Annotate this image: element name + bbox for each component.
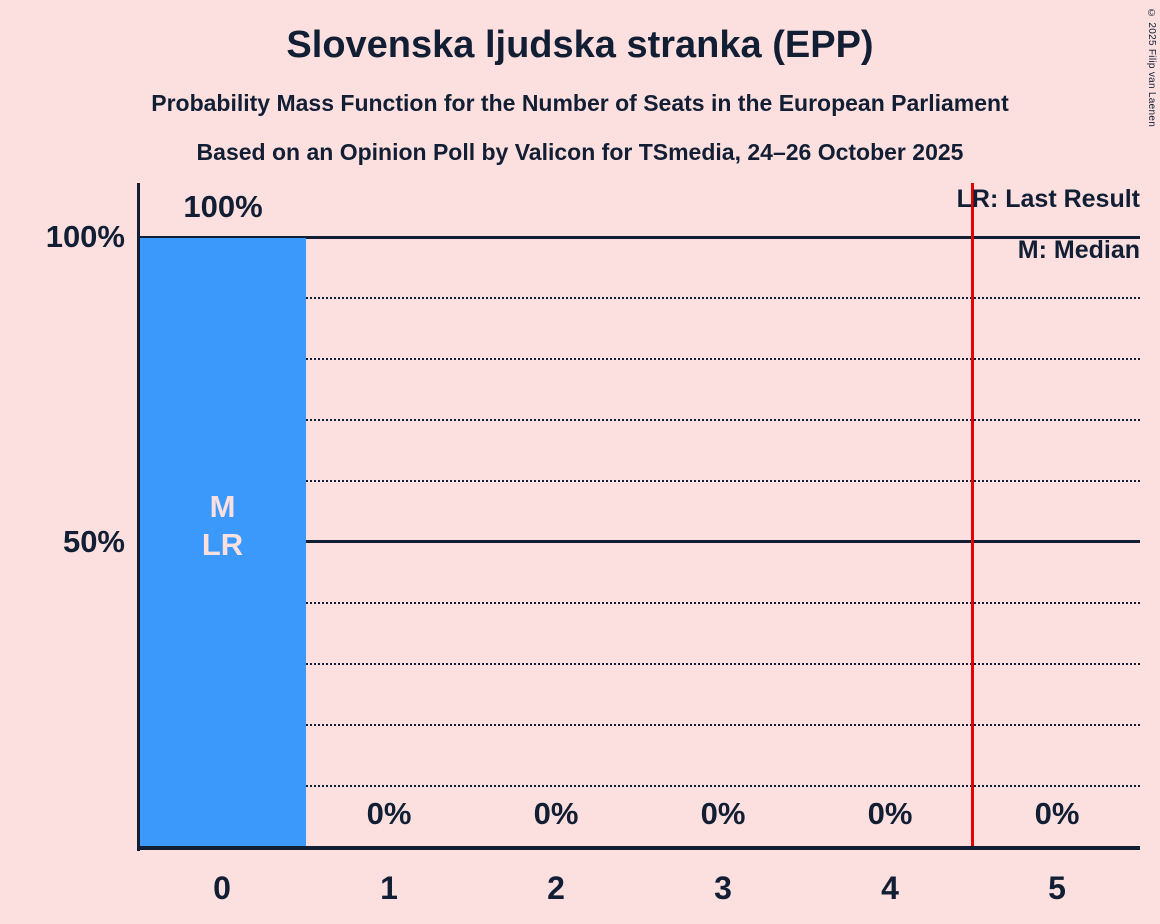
value-label-0-seats: 100% — [183, 189, 263, 224]
gridline-30pct — [139, 663, 1140, 665]
value-label-1-seat: 0% — [366, 796, 412, 831]
value-label-2-seats: 0% — [533, 796, 579, 831]
x-tick-3: 3 — [714, 870, 732, 906]
legend-last-result: LR: Last Result — [956, 185, 1140, 213]
x-tick-0: 0 — [213, 870, 231, 906]
y-axis-line — [137, 183, 140, 851]
gridline-80pct — [139, 358, 1140, 360]
probability-bar-0-seats — [139, 238, 306, 846]
gridline-60pct — [139, 480, 1140, 482]
y-tick-100pct: 100% — [45, 219, 125, 254]
x-tick-5: 5 — [1048, 870, 1066, 906]
value-label-5-seats: 0% — [1034, 796, 1080, 831]
gridline-40pct — [139, 602, 1140, 604]
gridline-50pct — [139, 540, 1140, 543]
copyright-note: © 2025 Filip van Laenen — [1146, 8, 1157, 128]
chart-subtitle: Probability Mass Function for the Number… — [151, 90, 1009, 116]
value-label-4-seats: 0% — [867, 796, 913, 831]
gridline-90pct — [139, 297, 1140, 299]
chart-title: Slovenska ljudska stranka (EPP) — [286, 24, 874, 66]
poll-source-line: Based on an Opinion Poll by Valicon for … — [196, 139, 964, 165]
gridline-100pct — [139, 236, 1140, 239]
y-tick-50pct: 50% — [62, 524, 125, 559]
gridline-10pct — [139, 785, 1140, 787]
majority-threshold-line — [971, 183, 974, 846]
gridline-70pct — [139, 419, 1140, 421]
gridline-20pct — [139, 724, 1140, 726]
x-tick-4: 4 — [881, 870, 899, 906]
x-axis-line — [137, 846, 1140, 850]
x-tick-2: 2 — [547, 870, 565, 906]
x-tick-1: 1 — [380, 870, 398, 906]
median-marker-label: M — [209, 489, 236, 524]
value-label-3-seats: 0% — [700, 796, 746, 831]
last-result-marker-label: LR — [201, 527, 244, 562]
legend-median: M: Median — [1017, 236, 1140, 264]
